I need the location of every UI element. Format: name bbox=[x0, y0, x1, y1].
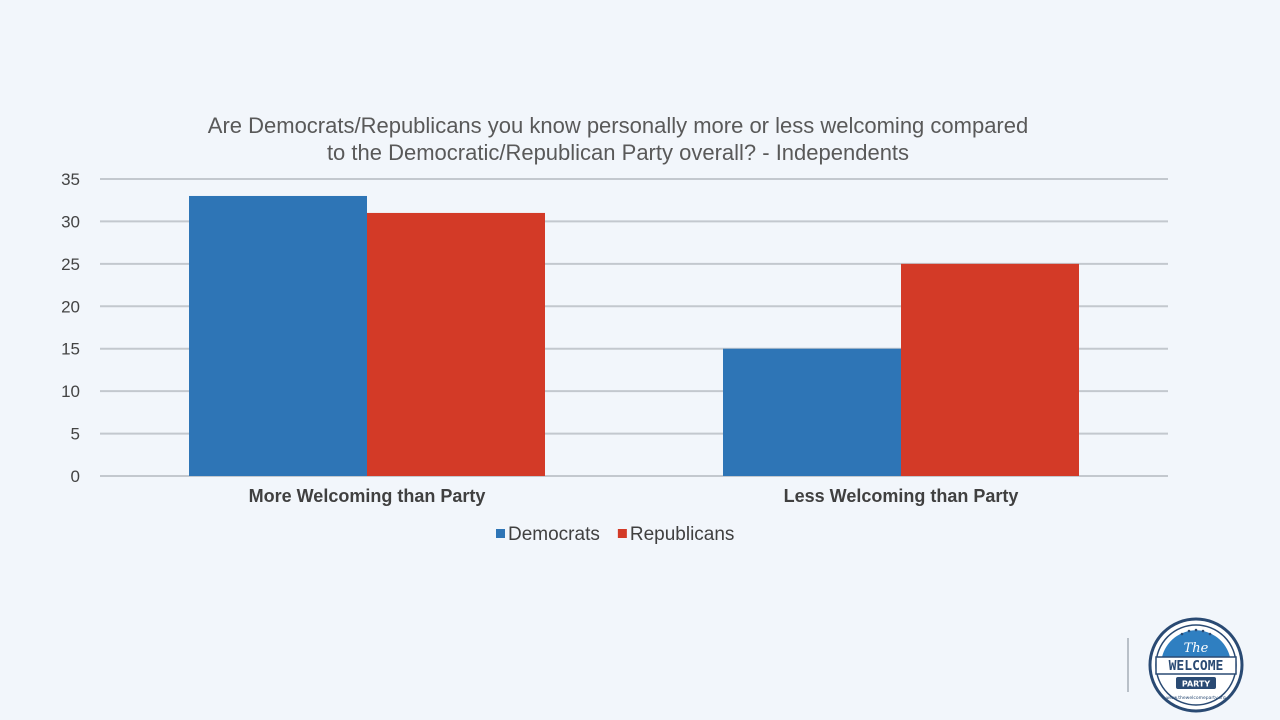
legend-swatch-republicans bbox=[617, 529, 627, 538]
legend-label-democrats: Democrats bbox=[508, 524, 600, 545]
y-tick-label: 25 bbox=[61, 255, 80, 274]
logo-line2: WELCOME bbox=[1169, 659, 1224, 674]
bar-democrats-1 bbox=[189, 195, 367, 476]
logo-ring-text: www.thewelcomeparty.org bbox=[1166, 695, 1226, 701]
chart-title: Are Democrats/Republicans you know perso… bbox=[207, 113, 1029, 165]
y-axis-ticks: 0 5 10 15 20 25 30 35 bbox=[61, 170, 80, 486]
bar-republicans-2 bbox=[901, 263, 1079, 476]
welcome-party-logo: The WELCOME PARTY www.thewelcomeparty.or… bbox=[1148, 617, 1244, 713]
legend-label-republicans: Republicans bbox=[630, 524, 735, 545]
logo-divider bbox=[1127, 638, 1129, 692]
logo-line1: The bbox=[1184, 641, 1209, 656]
legend-swatch-democrats bbox=[496, 529, 505, 538]
bar-chart: 0 5 10 15 20 25 30 35 More Welcoming than Party… bbox=[61, 170, 1168, 545]
legend: Democrats Republicans bbox=[496, 524, 734, 545]
bars bbox=[189, 195, 1079, 476]
bar-republicans-1 bbox=[367, 212, 545, 476]
x-category-label: More Welcoming than Party bbox=[249, 486, 486, 506]
logo-stars bbox=[1180, 628, 1212, 636]
y-tick-label: 35 bbox=[61, 170, 80, 189]
bar-democrats-2 bbox=[723, 348, 901, 476]
y-tick-label: 0 bbox=[71, 467, 80, 486]
logo-line3: PARTY bbox=[1182, 680, 1211, 689]
y-tick-label: 15 bbox=[61, 340, 80, 359]
y-tick-label: 20 bbox=[61, 297, 80, 316]
x-axis-labels: More Welcoming than Party Less Welcoming … bbox=[249, 486, 1019, 506]
x-category-label: Less Welcoming than Party bbox=[784, 486, 1019, 506]
y-tick-label: 5 bbox=[71, 425, 80, 444]
y-tick-label: 30 bbox=[61, 212, 80, 231]
y-tick-label: 10 bbox=[61, 382, 80, 401]
